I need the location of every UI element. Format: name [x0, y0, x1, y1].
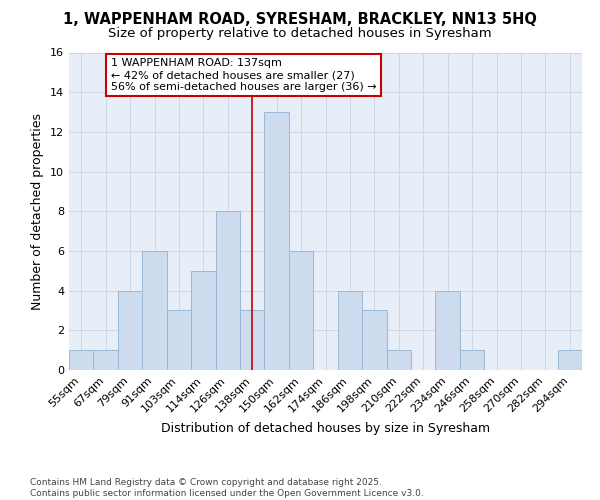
- Bar: [338, 290, 362, 370]
- X-axis label: Distribution of detached houses by size in Syresham: Distribution of detached houses by size …: [161, 422, 490, 435]
- Bar: [69, 350, 94, 370]
- Bar: [265, 112, 289, 370]
- Bar: [289, 251, 313, 370]
- Bar: [557, 350, 582, 370]
- Text: Contains HM Land Registry data © Crown copyright and database right 2025.
Contai: Contains HM Land Registry data © Crown c…: [30, 478, 424, 498]
- Text: 1, WAPPENHAM ROAD, SYRESHAM, BRACKLEY, NN13 5HQ: 1, WAPPENHAM ROAD, SYRESHAM, BRACKLEY, N…: [63, 12, 537, 28]
- Bar: [167, 310, 191, 370]
- Text: Size of property relative to detached houses in Syresham: Size of property relative to detached ho…: [108, 28, 492, 40]
- Bar: [362, 310, 386, 370]
- Bar: [436, 290, 460, 370]
- Bar: [118, 290, 142, 370]
- Y-axis label: Number of detached properties: Number of detached properties: [31, 113, 44, 310]
- Text: 1 WAPPENHAM ROAD: 137sqm
← 42% of detached houses are smaller (27)
56% of semi-d: 1 WAPPENHAM ROAD: 137sqm ← 42% of detach…: [110, 58, 376, 92]
- Bar: [240, 310, 265, 370]
- Bar: [94, 350, 118, 370]
- Bar: [215, 211, 240, 370]
- Bar: [142, 251, 167, 370]
- Bar: [386, 350, 411, 370]
- Bar: [191, 271, 215, 370]
- Bar: [460, 350, 484, 370]
